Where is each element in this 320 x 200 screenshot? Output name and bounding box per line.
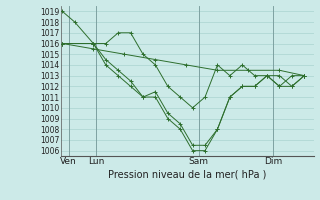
X-axis label: Pression niveau de la mer( hPa ): Pression niveau de la mer( hPa ) <box>108 169 266 179</box>
